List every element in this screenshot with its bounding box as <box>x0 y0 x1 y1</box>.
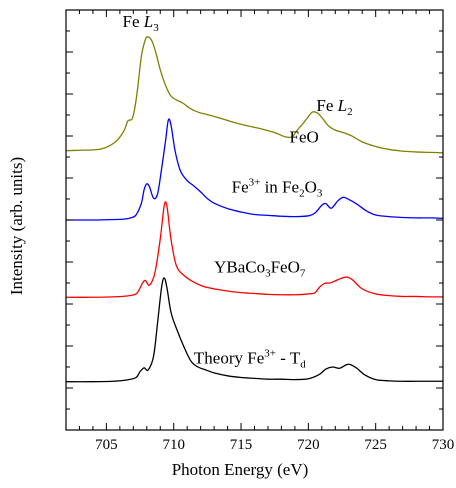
plot-area: FeO Fe3+ in Fe2O3 YBaCo3FeO7 Theory Fe3+ - … <box>65 12 444 383</box>
axes: 705 710 715 720 725 730 <box>65 9 455 453</box>
x-tick-label: 715 <box>230 437 253 453</box>
x-axis-label: Photon Energy (eV) <box>172 460 309 479</box>
annotation-fe-l3: Fe L3 <box>123 12 160 34</box>
series-label-theory-fe3-td: Theory Fe3+ - Td <box>194 348 306 371</box>
series-label-fe3-in-fe2o3: Fe3+ in Fe2O3 <box>232 177 323 200</box>
series-line-feo <box>65 36 444 154</box>
annotation-fe-l2: Fe L2 <box>316 96 352 118</box>
x-tick-label: 705 <box>95 437 118 453</box>
series-label-feo: FeO <box>290 127 319 146</box>
x-tick-label: 720 <box>297 437 320 453</box>
x-tick-label: 730 <box>432 437 455 453</box>
series-line-theory-fe3-td <box>65 277 443 383</box>
series-label-ybaco3feo7: YBaCo3FeO7 <box>214 258 306 280</box>
series-line-ybaco3feo7 <box>65 201 444 298</box>
x-tick-label: 710 <box>162 437 185 453</box>
series-line-fe3-in-fe2o3 <box>65 118 444 221</box>
y-axis-label: Intensity (arb. units) <box>7 157 26 295</box>
x-tick-label: 725 <box>364 437 387 453</box>
